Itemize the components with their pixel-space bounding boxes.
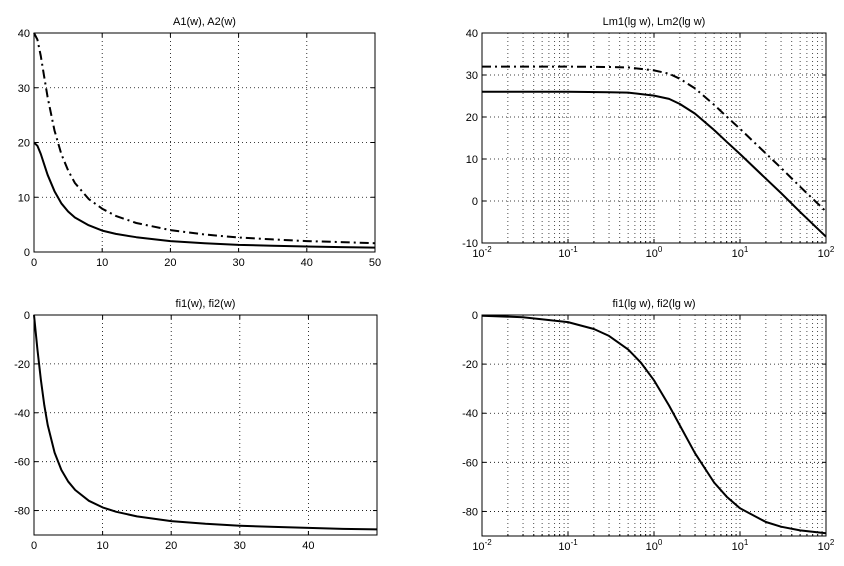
y-tick-label: 0 [472,310,478,322]
series-line-dashdot [482,65,827,213]
y-tick-label: -10 [462,238,478,250]
series-line-solid [482,90,827,238]
y-tick-label: 0 [472,196,478,208]
x-tick-label: 10-2 [472,245,492,260]
x-tick-label: 10-1 [558,538,578,553]
x-tick-label-exponent: 2 [830,245,835,254]
y-tick-label: 20 [18,138,30,150]
x-tick-label: 30 [234,540,246,552]
x-tick-label-base: 10 [646,541,658,553]
x-tick-label: 10-1 [558,245,578,260]
x-tick-label-exponent: 2 [830,538,835,547]
plot-frame [481,314,827,537]
y-tick-label: -20 [14,359,30,371]
x-tick-label: 20 [165,540,177,552]
y-tick-label: 20 [466,112,478,124]
x-tick-label: 100 [646,245,663,260]
x-tick-label: 40 [302,540,314,552]
plot-frame [33,32,376,253]
x-tick-label: 30 [232,257,244,269]
chart-top-left: 0 10 20 30 40 50 0 10 20 30 40 A1(w), A2(w) [18,16,381,269]
chart-title: Lm1(lg w), Lm2(lg w) [603,16,706,28]
x-tick-label: 10 [96,257,108,269]
x-tick-label-exponent: 1 [744,538,749,547]
series-line-solid [33,141,376,249]
y-tick-label: 0 [24,310,30,322]
x-tick-label-base: 10 [818,248,830,260]
x-tick-label-exponent: -2 [485,245,493,254]
y-tick-label: -60 [14,457,30,469]
y-tick-label: -80 [14,506,30,518]
x-tick-label-exponent: 0 [658,245,663,254]
plot-frame [33,314,378,536]
chart-bottom-left: 0 10 20 30 40 -80 -60 -40 -20 0 fi1(w), fi2(w) [14,298,378,552]
x-tick-label: 100 [646,538,663,553]
plot-border [481,314,827,537]
x-tick-label: 50 [369,257,381,269]
x-tick-label: 40 [301,257,313,269]
y-tick-label: 40 [466,28,478,40]
x-tick-label-exponent: 1 [744,245,749,254]
y-tick-label: -60 [462,457,478,469]
x-tick-label: 10-2 [472,538,492,553]
y-tick-label: -40 [14,408,30,420]
y-tick-label: 10 [466,154,478,166]
chart-title: A1(w), A2(w) [173,16,236,28]
x-tick-label-base: 10 [646,248,658,260]
x-tick-label-exponent: 0 [658,538,663,547]
y-tick-label: 0 [24,247,30,259]
x-tick-label-base: 10 [558,248,570,260]
y-tick-label: 40 [18,28,30,40]
x-tick-label: 20 [164,257,176,269]
x-tick-label: 0 [31,540,37,552]
x-tick-label-base: 10 [558,541,570,553]
y-tick-label: 30 [18,83,30,95]
x-tick-label-exponent: -1 [571,245,579,254]
y-tick-label: -40 [462,408,478,420]
y-tick-label: 10 [18,192,30,204]
chart-title: fi1(w), fi2(w) [176,298,236,310]
series-line-dashdot [33,32,376,245]
x-tick-label-exponent: -2 [485,538,493,547]
series-line-solid [33,314,378,531]
x-tick-label: 10 [96,540,108,552]
plot-border [481,32,827,244]
x-tick-label-base: 10 [818,541,830,553]
y-tick-label: 30 [466,70,478,82]
x-tick-label-base: 10 [472,248,484,260]
series-line-solid [481,314,827,535]
x-tick-label-base: 10 [732,248,744,260]
plot-border [33,314,378,536]
y-tick-label: -20 [462,359,478,371]
x-tick-label: 101 [732,538,749,553]
chart-title: fi1(lg w), fi2(lg w) [612,298,695,310]
x-tick-label: 101 [732,245,749,260]
x-tick-label: 102 [818,538,835,553]
y-tick-label: -80 [462,506,478,518]
x-tick-label-base: 10 [472,541,484,553]
x-tick-label-exponent: -1 [571,538,579,547]
x-tick-label: 0 [31,257,37,269]
x-tick-label: 102 [818,245,835,260]
x-tick-label-base: 10 [732,541,744,553]
